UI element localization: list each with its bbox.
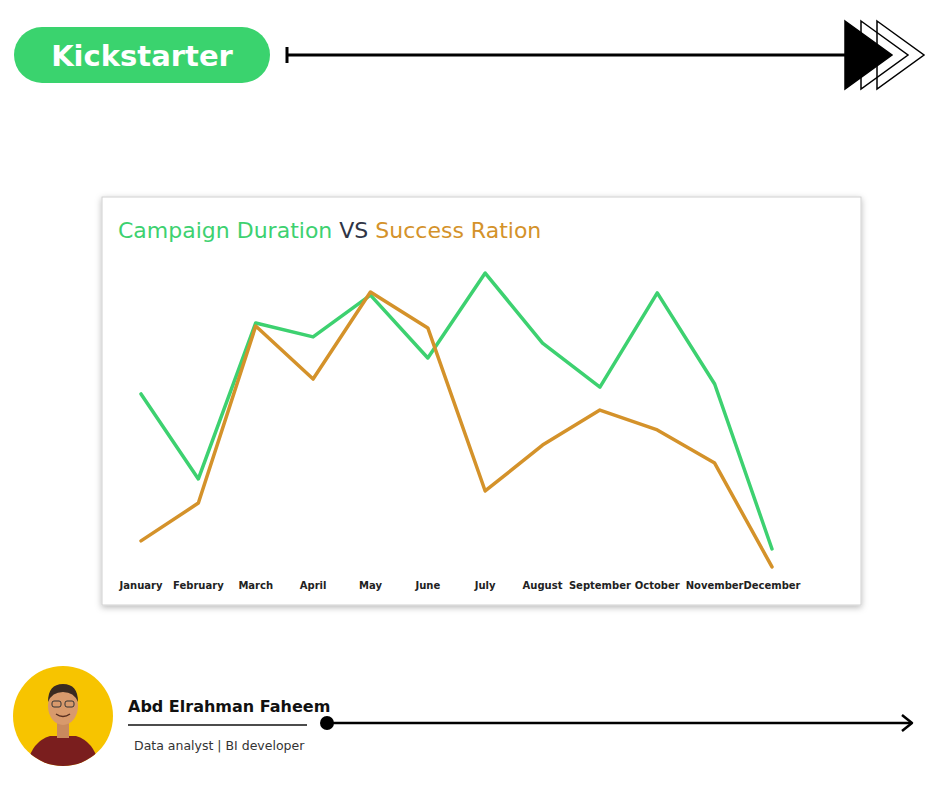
header-line-cap [286, 47, 289, 63]
author-name: Abd Elrahman Faheem [128, 697, 330, 716]
x-tick-label: June [414, 580, 440, 591]
title-text: VS [332, 218, 375, 243]
legend-entry: Success Ration [375, 218, 541, 243]
x-tick-label: September [569, 580, 631, 591]
x-tick-label: August [523, 580, 563, 591]
x-tick-label: February [173, 580, 224, 591]
brand: Kickstarter [51, 39, 233, 73]
series-line [141, 292, 772, 567]
avatar [13, 666, 113, 770]
arrow-solid [845, 21, 892, 89]
x-tick-label: March [238, 580, 273, 591]
x-tick-label: May [359, 580, 382, 591]
x-tick-label: April [300, 580, 327, 591]
footer-arrow [902, 715, 912, 731]
name-underline [128, 724, 307, 726]
footer: Abd Elrahman Faheem Data analyst | BI dev… [13, 666, 912, 770]
x-tick-label: November [686, 580, 744, 591]
brand-pill [14, 27, 270, 83]
x-tick-label: December [743, 580, 800, 591]
chart-card [102, 197, 861, 605]
legend-entry: Campaign Duration [118, 218, 332, 243]
footer-dot [320, 716, 334, 730]
author-role: Data analyst | BI developer [134, 738, 305, 753]
x-tick-label: July [474, 580, 496, 591]
chart: Campaign Duration VS Success Ration Janua… [102, 197, 861, 605]
header-line [287, 54, 850, 57]
x-tick-label: January [119, 580, 163, 591]
footer-line [327, 722, 911, 725]
header: Kickstarter [14, 21, 924, 89]
plot-area [141, 273, 772, 567]
x-tick-label: October [635, 580, 680, 591]
chart-title: Campaign Duration VS Success Ration [118, 218, 541, 243]
page: Kickstarter Campaign Duration VS Success … [0, 0, 940, 788]
